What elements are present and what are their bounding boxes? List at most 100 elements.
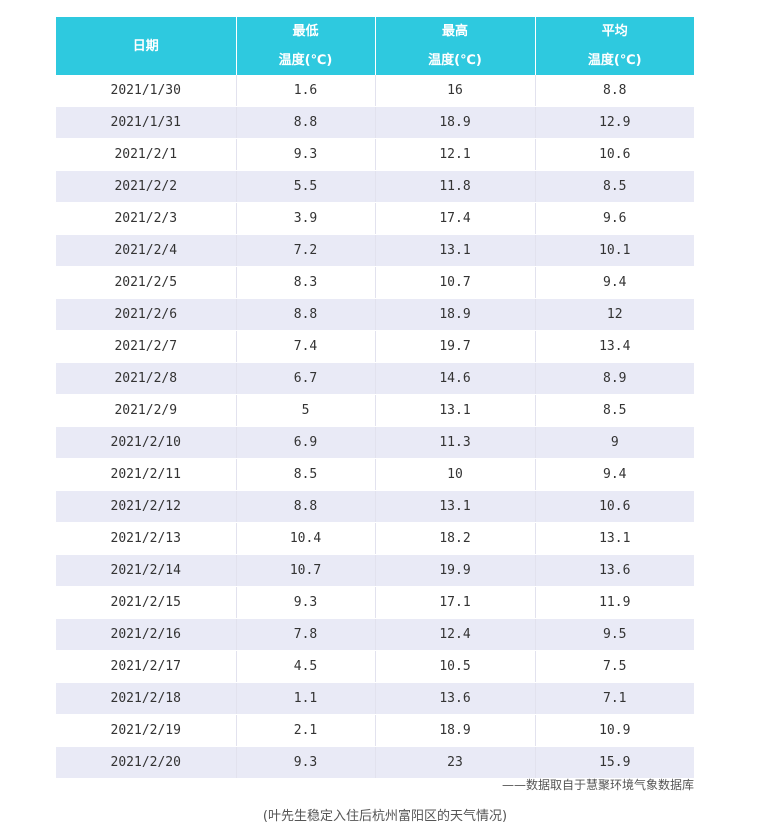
cell-avg: 9.4 <box>535 266 694 299</box>
cell-max: 16 <box>375 75 536 107</box>
cell-date: 2021/2/1 <box>56 138 237 171</box>
table-row: 2021/2/7 7.4 19.7 13.4 <box>56 330 694 363</box>
cell-date: 2021/2/11 <box>56 458 237 491</box>
cell-max: 10.7 <box>375 266 536 299</box>
cell-avg: 10.1 <box>535 234 694 267</box>
cell-min: 8.3 <box>236 266 376 299</box>
cell-avg: 12 <box>535 298 694 331</box>
cell-min: 8.5 <box>236 458 376 491</box>
cell-min: 1.6 <box>236 75 376 107</box>
header-min-temp: 最低 温度(℃) <box>236 17 376 75</box>
cell-max: 11.8 <box>375 170 536 203</box>
cell-date: 2021/2/3 <box>56 202 237 235</box>
cell-avg: 8.8 <box>535 75 694 107</box>
cell-avg: 10.6 <box>535 490 694 523</box>
cell-min: 8.8 <box>236 106 376 139</box>
table-row: 2021/2/16 7.8 12.4 9.5 <box>56 618 694 651</box>
cell-max: 10.5 <box>375 650 536 683</box>
table-row: 2021/2/19 2.1 18.9 10.9 <box>56 714 694 747</box>
cell-min: 1.1 <box>236 682 376 715</box>
cell-date: 2021/2/13 <box>56 522 237 555</box>
cell-min: 8.8 <box>236 298 376 331</box>
header-avg-line1: 平均 <box>601 24 628 39</box>
table-row: 2021/2/12 8.8 13.1 10.6 <box>56 490 694 523</box>
header-max-line2: 温度(℃) <box>428 53 482 68</box>
table-row: 2021/2/20 9.3 23 15.9 <box>56 746 694 779</box>
cell-date: 2021/2/12 <box>56 490 237 523</box>
cell-max: 13.1 <box>375 490 536 523</box>
table-row: 2021/2/18 1.1 13.6 7.1 <box>56 682 694 715</box>
cell-min: 8.8 <box>236 490 376 523</box>
table-header: 日期 最低 温度(℃) 最高 温度(℃) 平均 温度(℃) <box>56 17 694 75</box>
cell-date: 2021/2/5 <box>56 266 237 299</box>
cell-min: 3.9 <box>236 202 376 235</box>
cell-date: 2021/2/4 <box>56 234 237 267</box>
table-row: 2021/2/1 9.3 12.1 10.6 <box>56 138 694 171</box>
cell-avg: 9 <box>535 426 694 459</box>
table-row: 2021/2/8 6.7 14.6 8.9 <box>56 362 694 395</box>
cell-max: 11.3 <box>375 426 536 459</box>
cell-date: 2021/2/10 <box>56 426 237 459</box>
cell-min: 4.5 <box>236 650 376 683</box>
table-row: 2021/2/13 10.4 18.2 13.1 <box>56 522 694 555</box>
cell-max: 23 <box>375 746 536 779</box>
cell-min: 5 <box>236 394 376 427</box>
cell-max: 17.4 <box>375 202 536 235</box>
cell-min: 6.7 <box>236 362 376 395</box>
cell-min: 5.5 <box>236 170 376 203</box>
cell-date: 2021/2/14 <box>56 554 237 587</box>
table-row: 2021/2/17 4.5 10.5 7.5 <box>56 650 694 683</box>
cell-max: 18.9 <box>375 298 536 331</box>
cell-avg: 12.9 <box>535 106 694 139</box>
cell-date: 2021/1/31 <box>56 106 237 139</box>
table-row: 2021/2/2 5.5 11.8 8.5 <box>56 170 694 203</box>
cell-avg: 13.1 <box>535 522 694 555</box>
header-min-line1: 最低 <box>292 24 319 39</box>
cell-min: 2.1 <box>236 714 376 747</box>
table-row: 2021/2/14 10.7 19.9 13.6 <box>56 554 694 587</box>
cell-date: 2021/2/16 <box>56 618 237 651</box>
cell-max: 10 <box>375 458 536 491</box>
cell-date: 2021/2/17 <box>56 650 237 683</box>
weather-table-container: 日期 最低 温度(℃) 最高 温度(℃) 平均 温度(℃) 2021/1/30 1… <box>56 17 694 779</box>
table-row: 2021/1/30 1.6 16 8.8 <box>56 75 694 107</box>
cell-max: 12.4 <box>375 618 536 651</box>
cell-avg: 8.5 <box>535 170 694 203</box>
cell-avg: 9.4 <box>535 458 694 491</box>
header-date: 日期 <box>56 17 237 75</box>
weather-table: 日期 最低 温度(℃) 最高 温度(℃) 平均 温度(℃) 2021/1/30 1… <box>56 17 694 779</box>
cell-avg: 7.5 <box>535 650 694 683</box>
header-row: 日期 最低 温度(℃) 最高 温度(℃) 平均 温度(℃) <box>56 17 694 75</box>
table-row: 2021/2/10 6.9 11.3 9 <box>56 426 694 459</box>
table-row: 2021/2/5 8.3 10.7 9.4 <box>56 266 694 299</box>
cell-min: 10.4 <box>236 522 376 555</box>
cell-min: 7.2 <box>236 234 376 267</box>
cell-avg: 10.6 <box>535 138 694 171</box>
data-source-note: ——数据取自于慧聚环境气象数据库 <box>501 778 694 792</box>
cell-max: 13.1 <box>375 394 536 427</box>
cell-max: 18.9 <box>375 714 536 747</box>
cell-date: 2021/2/8 <box>56 362 237 395</box>
cell-avg: 8.5 <box>535 394 694 427</box>
cell-avg: 13.6 <box>535 554 694 587</box>
cell-max: 13.6 <box>375 682 536 715</box>
cell-min: 9.3 <box>236 746 376 779</box>
header-max-temp: 最高 温度(℃) <box>375 17 536 75</box>
header-max-line1: 最高 <box>441 24 468 39</box>
cell-min: 9.3 <box>236 138 376 171</box>
cell-min: 6.9 <box>236 426 376 459</box>
cell-min: 7.8 <box>236 618 376 651</box>
table-row: 2021/2/3 3.9 17.4 9.6 <box>56 202 694 235</box>
figure-caption-wrap: (叶先生稳定入住后杭州富阳区的天气情况) <box>0 805 780 824</box>
table-row: 2021/2/4 7.2 13.1 10.1 <box>56 234 694 267</box>
cell-date: 2021/2/7 <box>56 330 237 363</box>
cell-max: 12.1 <box>375 138 536 171</box>
cell-max: 19.9 <box>375 554 536 587</box>
cell-max: 18.9 <box>375 106 536 139</box>
header-min-line2: 温度(℃) <box>278 53 333 68</box>
cell-min: 7.4 <box>236 330 376 363</box>
cell-avg: 15.9 <box>535 746 694 779</box>
header-date-label: 日期 <box>132 38 159 54</box>
cell-avg: 7.1 <box>535 682 694 715</box>
cell-date: 2021/2/2 <box>56 170 237 203</box>
